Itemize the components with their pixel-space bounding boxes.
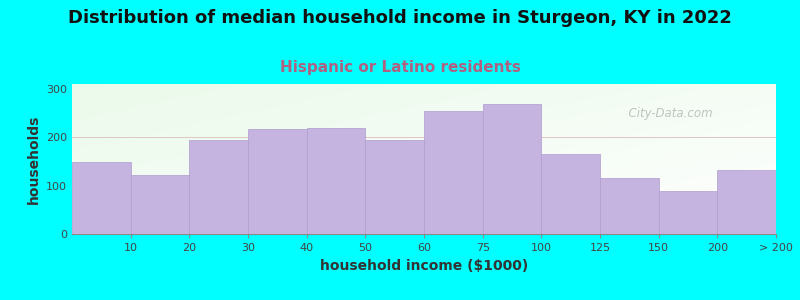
Text: Distribution of median household income in Sturgeon, KY in 2022: Distribution of median household income … xyxy=(68,9,732,27)
Bar xyxy=(718,170,776,234)
Bar xyxy=(72,162,130,234)
X-axis label: household income ($1000): household income ($1000) xyxy=(320,259,528,273)
Bar xyxy=(366,140,424,234)
Bar xyxy=(190,140,248,234)
Bar xyxy=(130,175,190,234)
Bar xyxy=(482,104,542,234)
Bar xyxy=(542,154,600,234)
Y-axis label: households: households xyxy=(26,114,41,204)
Bar xyxy=(658,191,718,234)
Bar xyxy=(248,129,306,234)
Bar xyxy=(600,178,658,234)
Bar xyxy=(306,128,366,234)
Text: City-Data.com: City-Data.com xyxy=(621,107,713,121)
Text: Hispanic or Latino residents: Hispanic or Latino residents xyxy=(279,60,521,75)
Bar xyxy=(424,111,482,234)
